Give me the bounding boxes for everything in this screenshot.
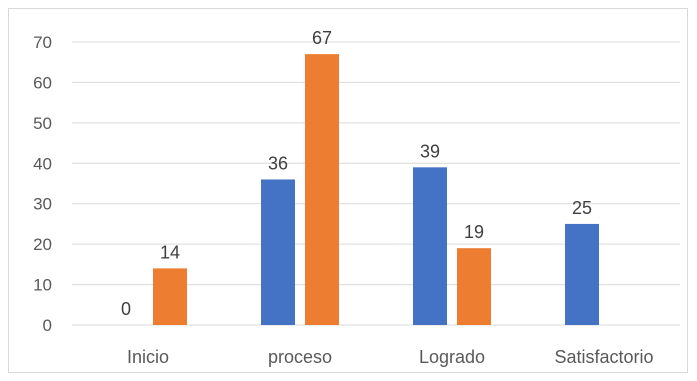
data-label: 0 bbox=[121, 299, 131, 319]
bars bbox=[153, 54, 599, 325]
x-category-label: Inicio bbox=[127, 347, 169, 367]
bar-series2-proceso bbox=[305, 54, 339, 325]
bar-series1-proceso bbox=[261, 179, 295, 325]
y-tick-label: 60 bbox=[33, 73, 52, 92]
data-label: 25 bbox=[572, 198, 592, 218]
y-tick-label: 50 bbox=[33, 114, 52, 133]
x-category-label: Logrado bbox=[419, 347, 485, 367]
x-category-label: proceso bbox=[268, 347, 332, 367]
y-tick-label: 0 bbox=[43, 316, 52, 335]
x-axis-category-labels: Inicio proceso Logrado Satisfactorio bbox=[127, 347, 654, 367]
x-category-label: Satisfactorio bbox=[554, 347, 653, 367]
data-label: 39 bbox=[420, 141, 440, 161]
data-label: 19 bbox=[464, 222, 484, 242]
y-axis-tick-labels: 0 10 20 30 40 50 60 70 bbox=[33, 33, 52, 335]
data-label: 36 bbox=[268, 153, 288, 173]
y-tick-label: 70 bbox=[33, 33, 52, 52]
y-tick-label: 30 bbox=[33, 195, 52, 214]
data-label: 67 bbox=[312, 28, 332, 48]
bar-series2-inicio bbox=[153, 268, 187, 325]
bar-series1-satisfactorio bbox=[565, 223, 599, 325]
y-tick-label: 20 bbox=[33, 235, 52, 254]
bar-series2-logrado bbox=[457, 248, 491, 325]
y-tick-label: 40 bbox=[33, 154, 52, 173]
y-tick-label: 10 bbox=[33, 276, 52, 295]
data-labels: 0 14 36 67 39 19 25 bbox=[121, 28, 592, 319]
data-label: 14 bbox=[160, 242, 180, 262]
bar-series1-logrado bbox=[413, 167, 447, 325]
